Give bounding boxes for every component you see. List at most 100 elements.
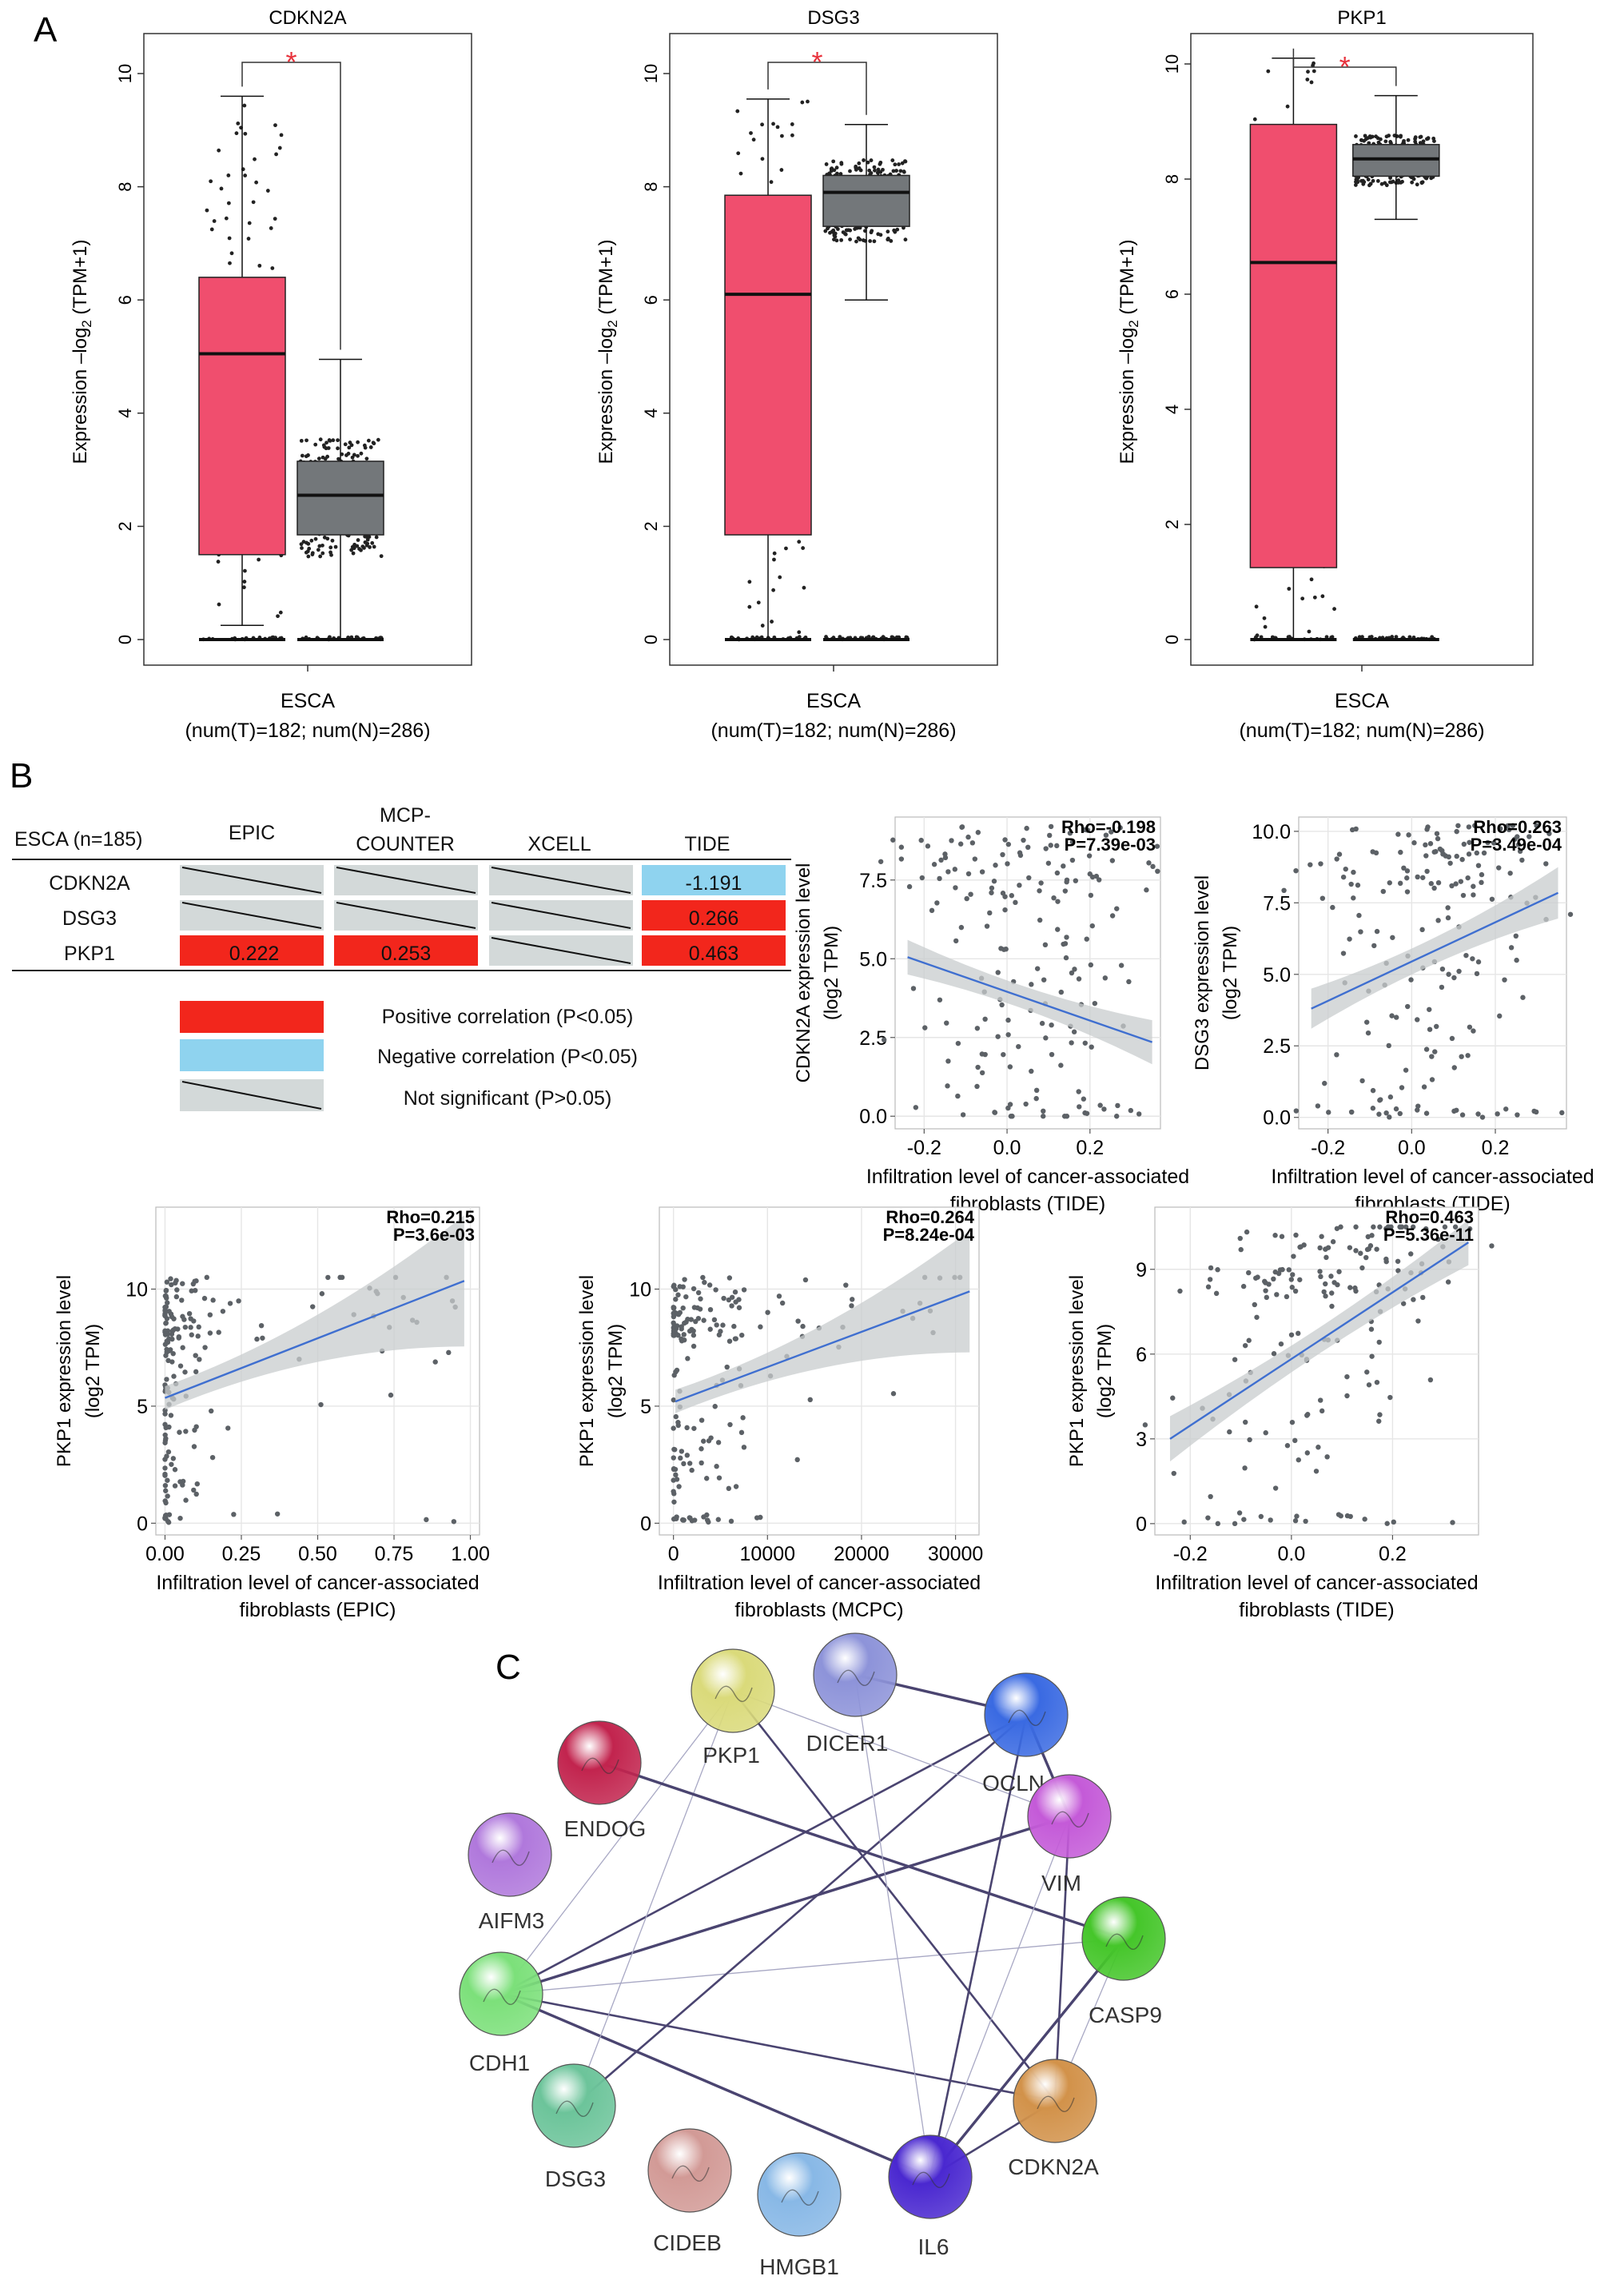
data-point xyxy=(188,1325,193,1330)
data-point xyxy=(1386,1042,1391,1049)
data-point xyxy=(938,857,944,863)
data-point xyxy=(265,189,270,193)
data-point xyxy=(273,217,277,221)
data-point xyxy=(1359,138,1364,142)
data-point xyxy=(695,1289,702,1296)
data-point xyxy=(1227,1429,1232,1435)
data-point xyxy=(1013,899,1018,906)
data-point xyxy=(164,1377,169,1382)
y-tick-label: 2 xyxy=(641,521,661,531)
data-point xyxy=(1043,846,1049,851)
data-point xyxy=(451,1519,457,1525)
data-point xyxy=(318,437,323,442)
rho-annotation: Rho=0.264 xyxy=(886,1207,974,1227)
y-tick-label: 6 xyxy=(1162,289,1182,299)
data-point xyxy=(1084,936,1089,942)
data-point xyxy=(1000,851,1005,858)
data-point xyxy=(1171,1470,1176,1477)
table-title: ESCA (n=185) xyxy=(14,828,143,851)
tumor-box xyxy=(1249,123,1338,568)
data-point xyxy=(1292,1288,1299,1294)
data-point xyxy=(749,131,753,135)
data-point xyxy=(1368,1326,1375,1332)
data-point xyxy=(1393,1014,1399,1020)
data-point xyxy=(331,438,336,443)
data-point xyxy=(254,180,259,185)
node-structure-glyph xyxy=(837,1669,875,1686)
y-axis-label: Expression –log2 (TPM+1) xyxy=(595,240,620,464)
data-point xyxy=(736,151,741,156)
data-point xyxy=(869,158,874,162)
data-point xyxy=(162,1471,168,1477)
data-point xyxy=(675,1333,681,1338)
data-point xyxy=(862,158,866,162)
data-point xyxy=(1081,1096,1087,1102)
data-point xyxy=(728,1518,734,1525)
data-point xyxy=(1479,879,1484,886)
legend-positive: Positive correlation (P<0.05) xyxy=(382,1006,634,1028)
data-point xyxy=(894,169,898,173)
chart-title: DSG3 xyxy=(807,7,859,29)
data-point xyxy=(1415,1107,1420,1113)
scatter-plot-1: -0.2 0.0 0.2 0.0 2.5 5.0 7.5 10.0 DSG3 expressio… xyxy=(1192,816,1594,1215)
data-point xyxy=(1364,1019,1370,1025)
data-point xyxy=(1323,1281,1328,1287)
data-point xyxy=(162,1437,169,1444)
data-point xyxy=(1413,137,1417,142)
data-point xyxy=(164,1279,170,1285)
x-axis-label: Infiltration level of cancer-associated xyxy=(1155,1572,1478,1594)
data-point xyxy=(1089,923,1095,929)
regression-line xyxy=(675,1290,970,1403)
data-point xyxy=(168,1413,174,1418)
data-point xyxy=(758,1514,763,1521)
data-point xyxy=(1323,1293,1328,1299)
data-point xyxy=(257,263,262,268)
data-point xyxy=(313,442,318,447)
data-point xyxy=(1489,896,1495,902)
node-structure-glyph xyxy=(492,1849,530,1866)
data-point xyxy=(779,1300,786,1306)
data-point xyxy=(1451,1108,1457,1114)
y-tick-label: 2 xyxy=(1162,520,1182,529)
data-point xyxy=(1284,1293,1290,1300)
data-point xyxy=(1358,1250,1363,1256)
data-point xyxy=(1296,1457,1301,1463)
data-point xyxy=(318,1401,324,1408)
data-point xyxy=(1467,1024,1473,1030)
data-point xyxy=(356,453,360,458)
legend-negative: Negative correlation (P<0.05) xyxy=(377,1046,638,1068)
x-axis-sublabel: (num(T)=182; num(N)=286) xyxy=(710,719,956,742)
data-point xyxy=(276,614,280,619)
data-point xyxy=(1406,138,1411,142)
data-point xyxy=(1181,1519,1187,1525)
data-point xyxy=(1318,1274,1323,1280)
data-point xyxy=(868,239,873,243)
data-point xyxy=(1406,832,1411,838)
table-row-dsg3: DSG3 xyxy=(62,907,117,930)
data-point xyxy=(227,1301,233,1306)
data-point xyxy=(671,1310,676,1317)
data-point xyxy=(243,173,248,177)
node-structure-glyph xyxy=(581,1757,619,1774)
data-point xyxy=(1289,1285,1295,1290)
x-tick-label: 0.2 xyxy=(1379,1543,1407,1565)
data-point xyxy=(979,1070,985,1076)
data-point xyxy=(681,1461,687,1467)
data-point xyxy=(242,580,247,584)
data-point xyxy=(1460,892,1467,899)
data-point xyxy=(269,226,273,230)
data-point xyxy=(1296,1330,1301,1337)
data-point xyxy=(1465,875,1471,881)
data-point xyxy=(306,453,310,457)
data-point xyxy=(1300,596,1305,601)
data-point xyxy=(1377,1412,1383,1417)
data-point xyxy=(1474,971,1480,977)
data-point xyxy=(1399,1085,1405,1090)
x-axis-label: Infiltration level of cancer-associated xyxy=(658,1572,981,1594)
data-point xyxy=(1347,1245,1353,1250)
data-point xyxy=(1502,977,1507,983)
plot-frame xyxy=(669,33,998,666)
data-point xyxy=(363,445,368,450)
data-point xyxy=(771,588,775,592)
data-point xyxy=(1041,1114,1046,1119)
